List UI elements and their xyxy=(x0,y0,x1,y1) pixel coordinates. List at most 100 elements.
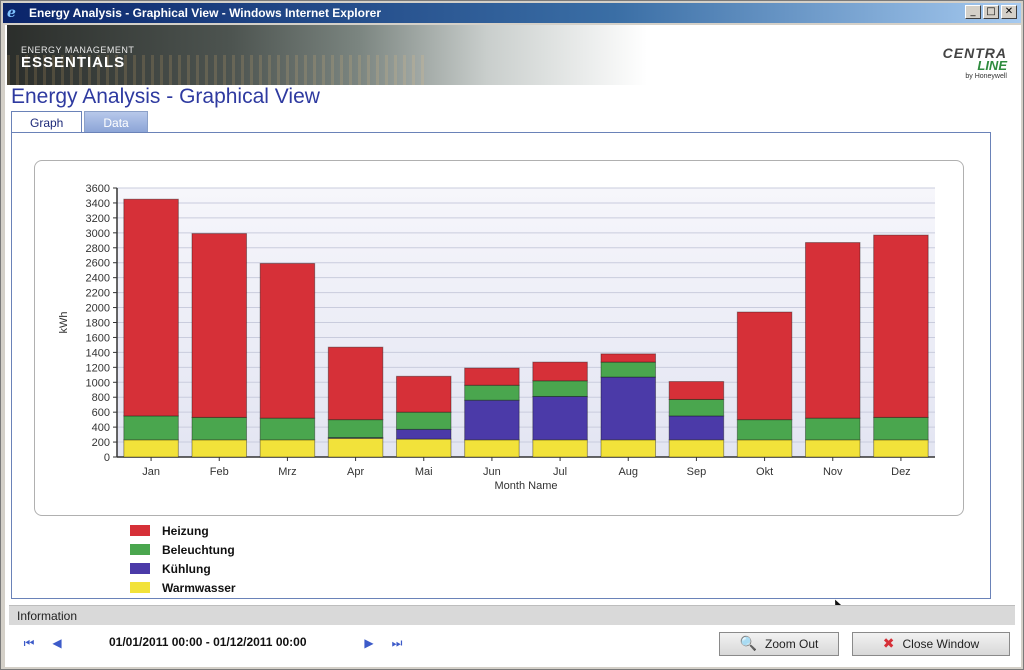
bar-segment xyxy=(123,198,179,417)
bar-segment xyxy=(736,311,793,421)
y-tick-label: 400 xyxy=(92,422,110,434)
x-tick-label: Feb xyxy=(210,466,229,478)
bar-segment xyxy=(395,375,452,413)
x-tick-label: Jan xyxy=(142,466,160,478)
bar-segment xyxy=(532,439,588,458)
legend-item: Beleuchtung xyxy=(130,540,236,559)
bar-segment xyxy=(804,242,861,419)
bar-segment xyxy=(873,416,929,441)
x-tick-label: Aug xyxy=(618,466,638,478)
y-tick-label: 2400 xyxy=(86,273,110,285)
last-page-icon[interactable]: ⏭ xyxy=(391,636,403,650)
bar-segment xyxy=(327,346,384,421)
y-tick-label: 3600 xyxy=(86,183,110,195)
y-axis-title: kWh xyxy=(58,312,70,334)
legend-label: Kühlung xyxy=(162,561,211,576)
previous-page-icon[interactable]: ◀ xyxy=(52,636,62,650)
stacked-bar-chart: 0 200 400 600 800 1000 1200 1400 1600 1800 2000 220… xyxy=(58,183,935,492)
y-tick-label: 0 xyxy=(104,452,110,464)
bar-segment xyxy=(532,380,588,397)
y-tick-label: 1200 xyxy=(86,362,110,374)
tab-graph[interactable]: Graph xyxy=(11,111,83,134)
y-tick-label: 3400 xyxy=(86,198,110,210)
close-window-button[interactable]: ✖ Close Window xyxy=(852,632,1010,656)
logo-sub: by Honeywell xyxy=(965,73,1007,80)
y-tick-label: 2600 xyxy=(86,258,110,270)
next-page-icon[interactable]: ▶ xyxy=(364,636,374,650)
bar-segment xyxy=(668,439,725,458)
header-banner: ENERGY MANAGEMENT ESSENTIALS xyxy=(7,25,647,85)
bar-segment xyxy=(804,417,861,441)
title-bar: e Energy Analysis - Graphical View - Win… xyxy=(3,3,1021,23)
bar-segment xyxy=(600,376,657,441)
banner-title: ESSENTIALS xyxy=(21,54,126,71)
y-tick-label: 200 xyxy=(92,437,110,449)
bar-segment xyxy=(327,419,384,439)
bar-segment xyxy=(532,395,588,441)
bar-segment xyxy=(668,398,725,417)
y-tick-label: 2200 xyxy=(86,288,110,300)
magnifier-icon: 🔍 xyxy=(739,636,758,652)
bar-segment xyxy=(464,439,520,458)
logo-mid: LINE xyxy=(977,58,1007,73)
x-tick-label: Apr xyxy=(347,466,364,478)
close-window-icon[interactable]: ✕ xyxy=(1001,5,1017,19)
y-tick-label: 2000 xyxy=(86,303,110,315)
zoom-out-button[interactable]: 🔍 Zoom Out xyxy=(719,632,839,656)
bar-segment xyxy=(327,437,384,439)
bar-segment xyxy=(464,399,520,441)
bar-segment xyxy=(464,367,520,386)
x-tick-label: Nov xyxy=(823,466,843,478)
centraline-logo: CENTRA LINE by Honeywell xyxy=(943,45,1007,80)
bar-segment xyxy=(804,439,861,458)
bar-segment xyxy=(395,428,452,440)
banner-subtitle: ENERGY MANAGEMENT xyxy=(21,45,135,55)
navigation-bar: ⏮ ◀ 01/01/2011 00:00 - 01/12/2011 00:00 … xyxy=(9,626,1015,664)
x-tick-label: Mai xyxy=(415,466,433,478)
graph-panel: 0 200 400 600 800 1000 1200 1400 1600 1800 2000 220… xyxy=(11,132,991,615)
close-x-icon: ✖ xyxy=(882,636,895,652)
chart-container: 0 200 400 600 800 1000 1200 1400 1600 1800 2000 220… xyxy=(34,160,964,516)
legend-item: Warmwasser xyxy=(130,578,236,597)
tab-bar: Graph Data xyxy=(11,111,150,134)
y-tick-label: 1800 xyxy=(86,318,110,330)
bar-segment xyxy=(191,416,248,441)
bar-segment xyxy=(123,439,179,458)
legend-item: Heizung xyxy=(130,521,236,540)
bar-segment xyxy=(123,415,179,441)
bar-segment xyxy=(736,419,793,441)
bar-segment xyxy=(873,439,929,458)
bar-segment xyxy=(532,361,588,382)
legend-item: Kühlung xyxy=(130,559,236,578)
y-tick-label: 800 xyxy=(92,392,110,404)
x-tick-label: Okt xyxy=(756,466,773,478)
bar-segment xyxy=(873,234,929,418)
legend-label: Warmwasser xyxy=(162,580,236,595)
bar-segment xyxy=(259,262,316,419)
bar-segment xyxy=(668,415,725,441)
y-tick-label: 1400 xyxy=(86,347,110,359)
legend-label: Heizung xyxy=(162,523,209,538)
bar-segment xyxy=(327,437,384,458)
bar-segment xyxy=(259,439,316,458)
bar-segment xyxy=(600,353,657,363)
logo-top: CENTRA xyxy=(942,45,1007,61)
y-tick-label: 1000 xyxy=(86,377,110,389)
bar-segment xyxy=(668,381,725,400)
x-tick-label: Jul xyxy=(553,466,567,478)
x-tick-label: Dez xyxy=(891,466,911,478)
legend-swatch xyxy=(130,563,150,574)
chart-legend: Heizung Beleuchtung Kühlung Warmwasser xyxy=(130,521,236,597)
zoom-out-label: Zoom Out xyxy=(765,637,819,651)
minimize-button[interactable]: _ xyxy=(965,5,981,19)
bar-segment xyxy=(600,361,657,378)
legend-swatch xyxy=(130,544,150,555)
tab-data[interactable]: Data xyxy=(84,111,148,133)
page-content: ENERGY MANAGEMENT ESSENTIALS CENTRA LINE… xyxy=(5,25,1021,667)
first-page-icon[interactable]: ⏮ xyxy=(23,636,35,650)
x-tick-label: Mrz xyxy=(278,466,296,478)
maximize-button[interactable]: □ xyxy=(983,5,999,19)
bar-segment xyxy=(736,439,793,458)
legend-swatch xyxy=(130,582,150,593)
